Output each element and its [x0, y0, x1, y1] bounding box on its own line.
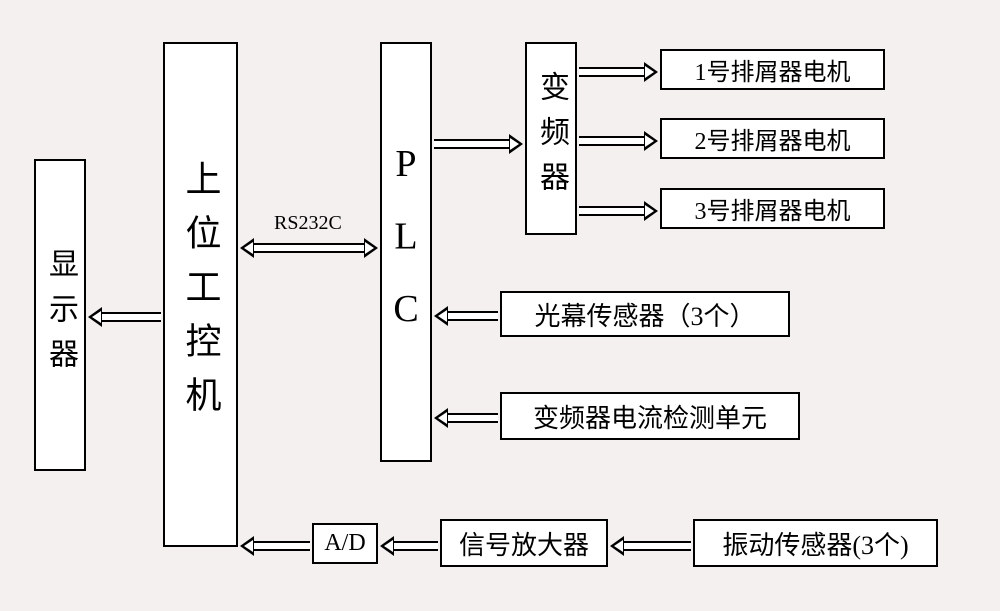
display-label: 显示器 [38, 248, 82, 383]
arrow-host-display [88, 307, 161, 327]
arrow-amp-ad [380, 536, 438, 556]
arrow-inv-motor3 [579, 201, 658, 221]
ad-box: A/D [312, 523, 378, 564]
arrow-ad-host [240, 536, 310, 556]
arrow-inv-motor1 [579, 62, 658, 82]
vib-label: 振动传感器(3个) [722, 525, 908, 562]
inv-current-box: 变频器电流检测单元 [500, 392, 800, 440]
rs232c-label: RS232C [274, 212, 342, 235]
motor1-box: 1号排屑器电机 [660, 49, 885, 90]
plc-box: PLC [380, 42, 432, 462]
arrow-host-plc [240, 238, 378, 258]
host-box: 上位工控机 [163, 42, 238, 547]
motor3-box: 3号排屑器电机 [660, 188, 885, 229]
arrow-plc-inverter [434, 134, 523, 154]
host-label: 上位工控机 [175, 160, 227, 430]
arrow-vib-amp [610, 536, 691, 556]
display-box: 显示器 [34, 159, 86, 471]
inv-current-label: 变频器电流检测单元 [533, 398, 767, 435]
arrow-inv-motor2 [579, 131, 658, 151]
motor2-box: 2号排屑器电机 [660, 118, 885, 159]
inverter-box: 变频器 [525, 42, 577, 235]
arrow-lightcurtain-plc [434, 306, 498, 326]
ad-label: A/D [324, 530, 365, 557]
vib-box: 振动传感器(3个) [693, 519, 938, 567]
amp-label: 信号放大器 [459, 525, 589, 562]
lightcurtain-label: 光幕传感器（3个） [534, 296, 755, 333]
motor1-label: 1号排屑器电机 [695, 52, 851, 87]
arrow-invcurrent-plc [434, 408, 498, 428]
motor2-label: 2号排屑器电机 [695, 121, 851, 156]
plc-label: PLC [384, 143, 428, 360]
lightcurtain-box: 光幕传感器（3个） [500, 291, 790, 337]
motor3-label: 3号排屑器电机 [695, 191, 851, 226]
amp-box: 信号放大器 [440, 519, 608, 567]
inverter-label: 变频器 [529, 71, 573, 206]
